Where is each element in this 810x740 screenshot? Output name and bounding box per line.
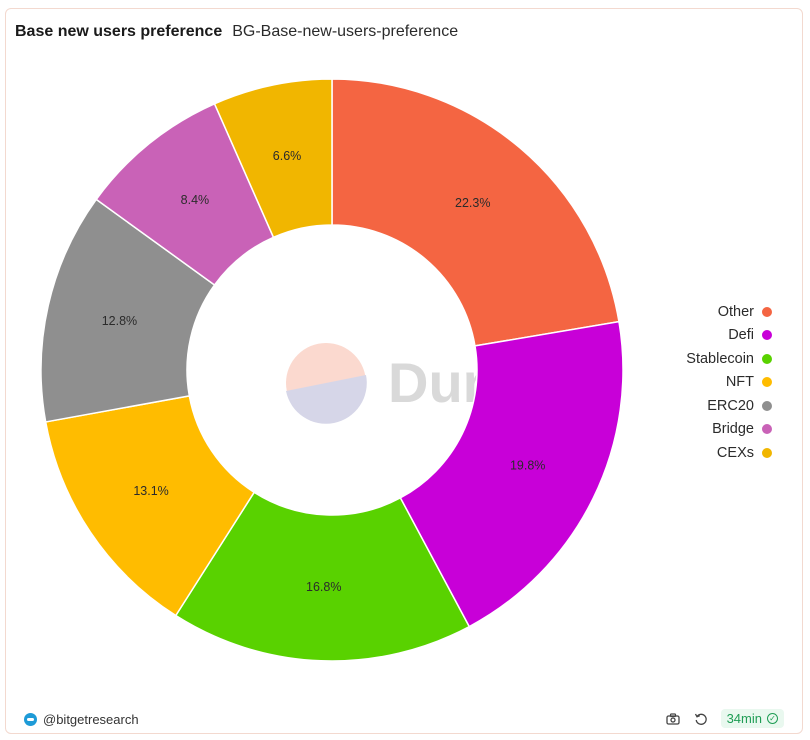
- bitget-logo-icon: [24, 713, 37, 726]
- author-link[interactable]: @bitgetresearch: [24, 712, 139, 727]
- refresh-icon[interactable]: [693, 711, 709, 727]
- legend-item-bridge[interactable]: Bridge: [686, 418, 772, 442]
- author-name: @bitgetresearch: [43, 712, 139, 727]
- freshness-text: 34min: [726, 711, 762, 726]
- chart-title: Base new users preference: [15, 23, 223, 40]
- chart-header: Base new users preference BG-Base-new-use…: [15, 23, 458, 41]
- legend-item-defi[interactable]: Defi: [686, 324, 772, 348]
- camera-icon[interactable]: [665, 711, 681, 727]
- legend-swatch: [762, 353, 772, 364]
- legend-item-nft[interactable]: NFT: [686, 371, 772, 395]
- slice-label-nft: 13.1%: [133, 484, 168, 498]
- chart-subtitle: BG-Base-new-users-preference: [232, 23, 459, 40]
- slice-cexs[interactable]: [213, 78, 333, 239]
- slice-label-bridge: 8.4%: [181, 193, 210, 207]
- chart-legend: Other Defi Stablecoin NFT ERC20 Bridge CEXs: [686, 300, 772, 465]
- slice-label-stablecoin: 16.8%: [306, 580, 341, 594]
- legend-label: ERC20: [707, 397, 754, 414]
- footer-actions: 34min ✓: [665, 709, 784, 728]
- legend-label: CEXs: [716, 444, 754, 461]
- dune-logo-lower-icon: [286, 375, 367, 424]
- slice-label-cexs: 6.6%: [273, 149, 302, 163]
- slice-other[interactable]: [331, 78, 620, 347]
- legend-swatch: [762, 377, 772, 388]
- slice-stablecoin[interactable]: [174, 491, 471, 662]
- legend-label: Defi: [728, 327, 754, 344]
- legend-item-other[interactable]: Other: [686, 300, 772, 324]
- legend-label: Stablecoin: [686, 350, 754, 367]
- legend-swatch: [762, 330, 772, 341]
- legend-item-stablecoin[interactable]: Stablecoin: [686, 347, 772, 371]
- slice-erc20[interactable]: [40, 198, 216, 423]
- freshness-badge: 34min ✓: [720, 709, 784, 728]
- slice-label-other: 22.3%: [455, 196, 490, 210]
- donut-labels: 22.3% 19.8% 16.8% 13.1% 12.8% 8.4% 6.6%: [102, 149, 546, 594]
- legend-item-erc20[interactable]: ERC20: [686, 394, 772, 418]
- check-circle-icon: ✓: [767, 713, 778, 724]
- legend-swatch: [762, 424, 772, 435]
- legend-swatch: [762, 306, 772, 317]
- legend-label: Other: [717, 303, 754, 320]
- legend-label: NFT: [725, 374, 754, 391]
- slice-label-defi: 19.8%: [510, 458, 545, 472]
- legend-swatch: [762, 400, 772, 411]
- legend-label: Bridge: [712, 421, 754, 438]
- legend-item-cexs[interactable]: CEXs: [686, 441, 772, 465]
- legend-swatch: [762, 447, 772, 458]
- donut-slices: [40, 78, 624, 662]
- dune-watermark: Dune: [286, 343, 528, 424]
- slice-label-erc20: 12.8%: [102, 314, 137, 328]
- slice-defi[interactable]: [399, 320, 624, 628]
- slice-nft[interactable]: [44, 395, 256, 617]
